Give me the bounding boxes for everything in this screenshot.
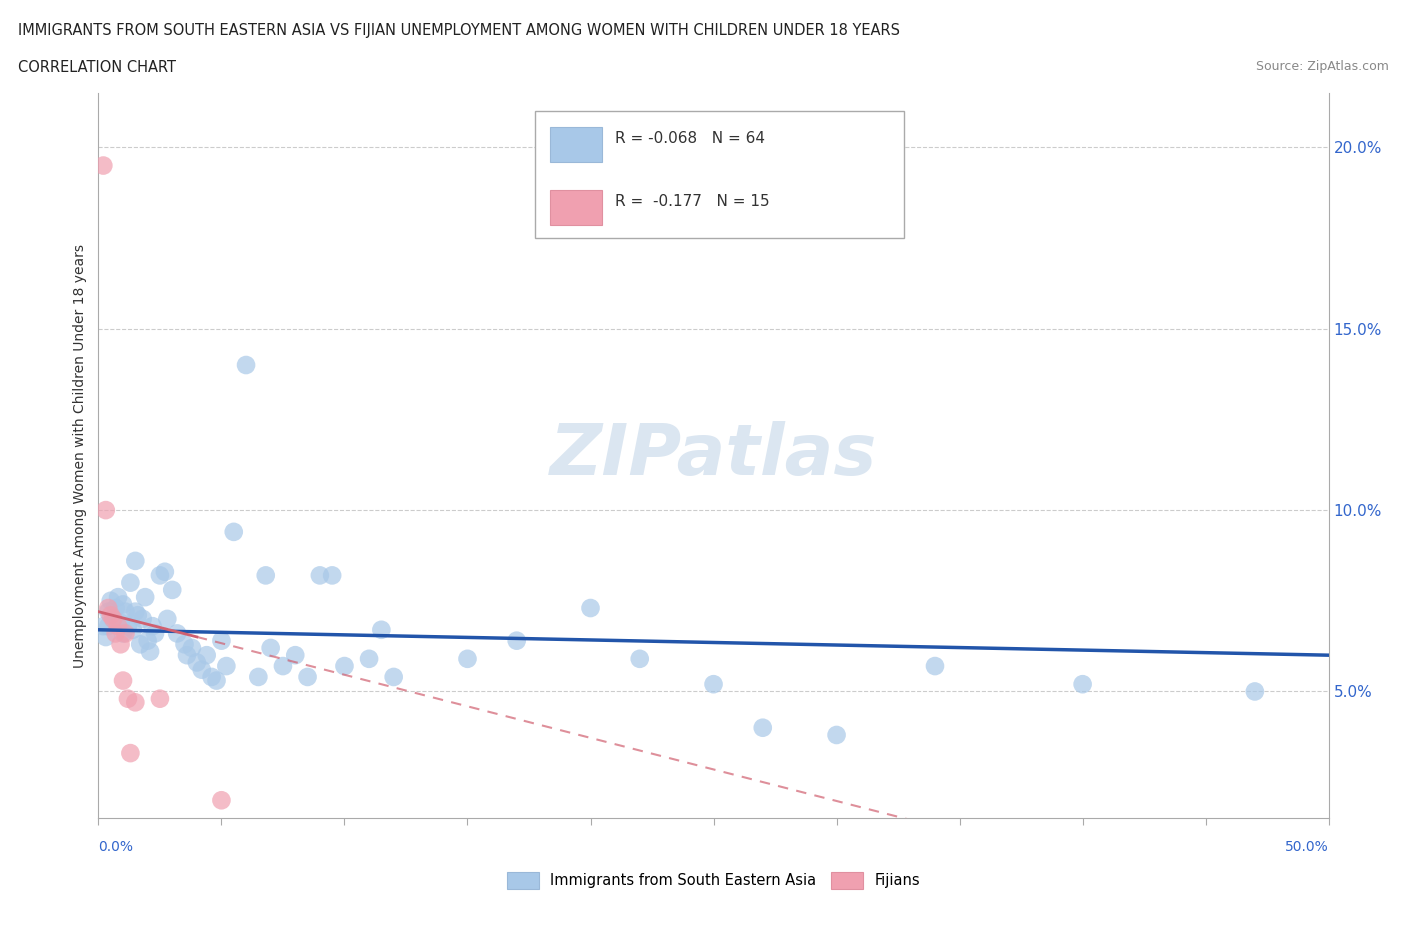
FancyBboxPatch shape (550, 126, 602, 162)
Point (129, 637, 152, 652)
Point (97, 601, 120, 616)
Point (191, 662, 214, 677)
Point (149, 691, 172, 706)
Point (122, 622, 145, 637)
Point (117, 618, 139, 633)
Point (104, 601, 127, 616)
Point (703, 677, 725, 692)
Point (752, 720, 775, 735)
Point (180, 641, 204, 656)
Point (247, 670, 270, 684)
Point (456, 651, 478, 666)
Point (321, 568, 343, 583)
Point (104, 626, 127, 641)
Point (112, 626, 135, 641)
Point (124, 553, 146, 568)
Text: R =  -0.177   N = 15: R = -0.177 N = 15 (616, 194, 769, 209)
Point (120, 575, 142, 591)
Point (297, 670, 319, 684)
Point (124, 604, 146, 619)
Text: 0.0%: 0.0% (98, 840, 134, 854)
Point (94, 630, 117, 644)
Point (136, 633, 159, 648)
Point (254, 568, 277, 583)
Y-axis label: Unemployment Among Women with Children Under 18 years: Unemployment Among Women with Children U… (73, 244, 87, 668)
Point (93, 618, 115, 633)
FancyBboxPatch shape (536, 112, 904, 238)
Point (143, 626, 166, 641)
Point (153, 565, 176, 579)
Point (195, 647, 218, 662)
Point (222, 525, 245, 539)
Text: R = -0.068   N = 64: R = -0.068 N = 64 (616, 131, 765, 146)
Point (271, 658, 294, 673)
Point (1071, 677, 1094, 692)
Point (132, 612, 155, 627)
Point (211, 792, 233, 807)
Point (120, 746, 142, 761)
Point (107, 618, 129, 633)
Point (139, 644, 162, 659)
Point (382, 670, 405, 684)
Text: 50.0%: 50.0% (1285, 840, 1329, 854)
Point (114, 604, 136, 619)
Point (628, 651, 651, 666)
Point (127, 608, 149, 623)
Text: Source: ZipAtlas.com: Source: ZipAtlas.com (1256, 60, 1389, 73)
Point (107, 590, 129, 604)
Point (359, 651, 381, 666)
Legend: Immigrants from South Eastern Asia, Fijians: Immigrants from South Eastern Asia, Fiji… (501, 866, 927, 895)
Point (284, 647, 307, 662)
Point (124, 695, 146, 710)
Point (186, 655, 208, 670)
Point (112, 597, 135, 612)
Point (579, 601, 602, 616)
Point (114, 626, 136, 641)
Point (103, 612, 125, 627)
Point (134, 590, 156, 604)
Point (149, 568, 172, 583)
Point (141, 618, 165, 633)
Point (201, 670, 224, 684)
Text: IMMIGRANTS FROM SOUTH EASTERN ASIA VS FIJIAN UNEMPLOYMENT AMONG WOMEN WITH CHILD: IMMIGRANTS FROM SOUTH EASTERN ASIA VS FI… (18, 23, 900, 38)
Point (97, 618, 120, 633)
Point (162, 582, 183, 597)
Point (506, 633, 529, 648)
Point (215, 658, 238, 673)
Point (235, 357, 257, 372)
FancyBboxPatch shape (550, 190, 602, 225)
Point (924, 658, 946, 673)
Point (100, 608, 122, 623)
Point (260, 641, 283, 656)
Point (333, 658, 356, 673)
Point (110, 637, 132, 652)
Point (825, 727, 848, 742)
Point (173, 637, 195, 652)
Point (97, 604, 120, 619)
Point (370, 622, 392, 637)
Point (93, 158, 115, 173)
Point (110, 615, 132, 630)
Point (309, 568, 332, 583)
Point (211, 633, 233, 648)
Point (1244, 684, 1267, 699)
Point (117, 691, 139, 706)
Point (94, 502, 117, 517)
Text: ZIPatlas: ZIPatlas (550, 421, 877, 490)
Point (100, 593, 122, 608)
Point (112, 673, 135, 688)
Point (103, 612, 125, 627)
Point (156, 612, 179, 627)
Point (176, 647, 198, 662)
Point (205, 673, 228, 688)
Point (166, 626, 188, 641)
Text: CORRELATION CHART: CORRELATION CHART (18, 60, 176, 75)
